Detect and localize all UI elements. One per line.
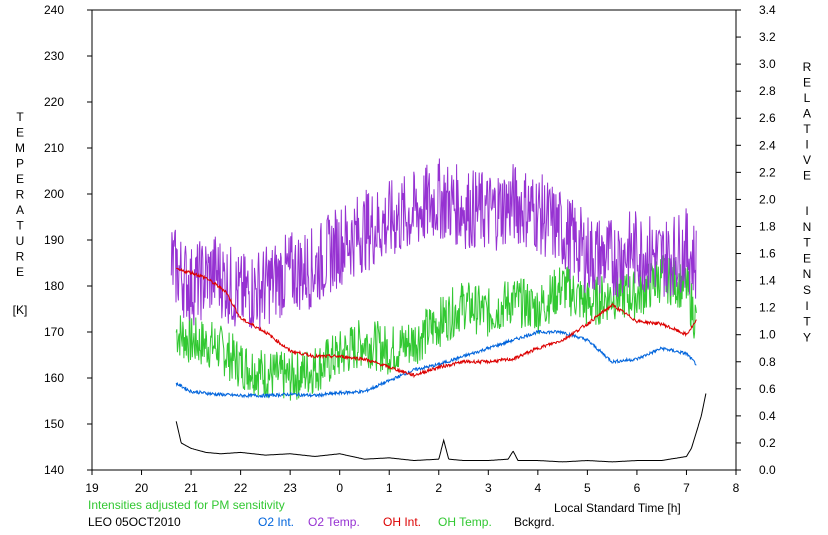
y-axis-right-letter: E — [803, 251, 811, 265]
x-tick-label: 8 — [733, 481, 740, 495]
y-axis-right-letter: N — [803, 267, 812, 281]
y-axis-left-letter: P — [16, 157, 24, 171]
y-axis-left-letter: E — [16, 126, 24, 140]
y-right-tick-label: 1.6 — [759, 247, 776, 261]
legend: O2 Int. O2 Temp. OH Int. OH Temp. Bckgrd. — [258, 515, 555, 529]
x-tick-label: 3 — [485, 481, 492, 495]
y-right-tick-label: 3.0 — [759, 57, 776, 71]
series-layer — [170, 158, 707, 463]
y-axis-right-letter: R — [803, 60, 812, 74]
y-axis-left-letter: T — [16, 219, 24, 233]
y-axis-left-letter: T — [16, 110, 24, 124]
y-right-tick-label: 2.4 — [759, 138, 776, 152]
y-axis-left-letter: R — [16, 188, 25, 202]
y-left-tick-label: 230 — [44, 49, 64, 63]
x-tick-label: 23 — [283, 481, 297, 495]
y-right-tick-label: 2.0 — [759, 192, 776, 206]
y-axis-right-letter: I — [805, 204, 808, 218]
series-line-4 — [175, 393, 707, 463]
y-axis-right-letter: T — [803, 122, 811, 136]
y-left-tick-label: 210 — [44, 141, 64, 155]
y-axis-right-letter: A — [803, 107, 811, 121]
y-axis-right-letter: I — [805, 299, 808, 313]
y-axis-right-letter: L — [804, 91, 811, 105]
y-left-tick-label: 220 — [44, 95, 64, 109]
y-right-tick-label: 3.2 — [759, 30, 776, 44]
y-axis-left-letter: E — [16, 172, 24, 186]
series-line-2 — [176, 267, 697, 379]
y-right-tick-label: 1.2 — [759, 301, 776, 315]
x-axis-label: Local Standard Time [h] — [554, 501, 681, 515]
legend-entry: OH Temp. — [438, 515, 492, 529]
y-left-tick-label: 180 — [44, 279, 64, 293]
chart-note: Intensities adjusted for PM sensitivity — [88, 498, 285, 512]
y-right-tick-label: 0.0 — [759, 463, 776, 477]
x-tick-label: 21 — [184, 481, 198, 495]
legend-entry: O2 Temp. — [308, 515, 360, 529]
y-right-tick-label: 2.6 — [759, 111, 776, 125]
plot-area — [91, 9, 737, 471]
x-tick-label: 1 — [386, 481, 393, 495]
y-axis-right-letter: Y — [803, 330, 811, 344]
y-left-tick-label: 170 — [44, 325, 64, 339]
y-left-tick-label: 140 — [44, 463, 64, 477]
y-right-tick-label: 1.8 — [759, 219, 776, 233]
x-tick-label: 4 — [535, 481, 542, 495]
legend-entry: O2 Int. — [258, 515, 294, 529]
y-axis-left-letter: R — [16, 250, 25, 264]
legend-entry: Bckgrd. — [514, 515, 555, 529]
x-tick-label: 0 — [336, 481, 343, 495]
series-line-0 — [175, 329, 697, 399]
y-axis-right-letter: S — [803, 283, 811, 297]
y-right-tick-label: 1.4 — [759, 274, 776, 288]
y-right-tick-label: 0.6 — [759, 382, 776, 396]
x-tick-label: 5 — [584, 481, 591, 495]
x-tick-label: 22 — [234, 481, 248, 495]
y-right-tick-label: 0.4 — [759, 409, 776, 423]
x-tick-label: 6 — [634, 481, 641, 495]
y-axis-right-letter: I — [805, 138, 808, 152]
y-right-tick-label: 1.0 — [759, 328, 776, 342]
y-axis-right-letter: V — [803, 153, 811, 167]
series-line-1 — [170, 158, 697, 330]
y-left-tick-label: 150 — [44, 417, 64, 431]
y-axis-right-letter: E — [803, 169, 811, 183]
x-tick-label: 7 — [683, 481, 690, 495]
x-tick-label: 19 — [85, 481, 99, 495]
series-line-3 — [175, 254, 697, 401]
station-label: LEO 05OCT2010 — [88, 515, 181, 529]
axes-layer: 19 20 21 22 23 0 1 2 3 4 5 6 7 8140150160170180190200… — [15, 3, 812, 495]
y-left-tick-label: 190 — [44, 233, 64, 247]
y-axis-left-letter: E — [16, 265, 24, 279]
y-axis-right-letter: T — [803, 315, 811, 329]
x-tick-label: 2 — [435, 481, 442, 495]
y-axis-right-letter: N — [803, 220, 812, 234]
y-right-tick-label: 2.2 — [759, 165, 776, 179]
y-left-tick-label: 200 — [44, 187, 64, 201]
y-axis-left-letter: U — [16, 234, 25, 248]
y-axis-left-letter: M — [15, 141, 25, 155]
y-right-tick-label: 0.2 — [759, 436, 776, 450]
y-right-tick-label: 2.8 — [759, 84, 776, 98]
y-right-tick-label: 0.8 — [759, 355, 776, 369]
y-right-tick-label: 3.4 — [759, 3, 776, 17]
y-left-tick-label: 160 — [44, 371, 64, 385]
legend-entry: OH Int. — [383, 515, 421, 529]
y-axis-right-letter: E — [803, 76, 811, 90]
y-axis-left-letter: A — [16, 203, 24, 217]
y-left-tick-label: 240 — [44, 3, 64, 17]
y-axis-left-unit: [K] — [13, 303, 28, 317]
x-tick-label: 20 — [135, 481, 149, 495]
y-axis-right-letter: T — [803, 236, 811, 250]
